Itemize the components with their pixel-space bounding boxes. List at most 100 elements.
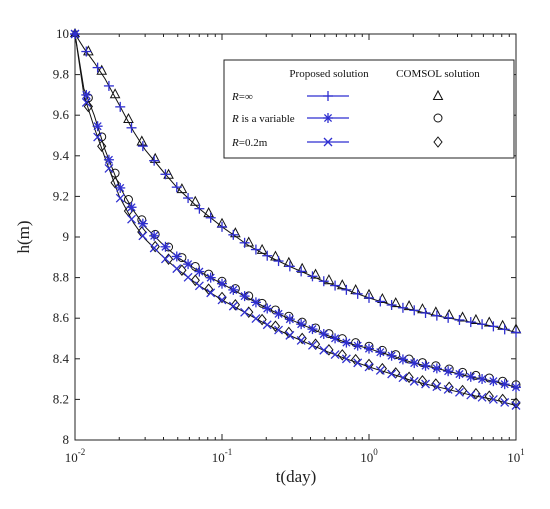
proposed-marker: [126, 122, 137, 133]
proposed-marker: [341, 284, 352, 295]
x-tick-label: 100: [360, 447, 378, 465]
proposed-marker: [364, 292, 374, 303]
proposed-marker: [318, 329, 329, 340]
proposed-marker: [443, 312, 454, 323]
proposed-marker: [137, 141, 148, 152]
curves: [74, 33, 517, 406]
proposed-marker: [239, 237, 250, 248]
proposed-marker: [352, 340, 363, 351]
proposed-marker: [387, 369, 397, 379]
y-tick-label: 9.4: [53, 148, 70, 163]
proposed-marker: [115, 101, 126, 112]
proposed-marker: [103, 80, 114, 91]
proposed-marker: [217, 278, 227, 289]
proposed-marker: [127, 214, 136, 224]
legend-label: R=∞: [231, 91, 253, 103]
y-tick-label: 10: [56, 26, 69, 41]
comsol-marker: [432, 89, 444, 100]
comsol-marker: [230, 299, 241, 311]
proposed-marker: [454, 314, 465, 325]
proposed-marker: [420, 360, 431, 371]
comsol-marker: [270, 320, 281, 332]
comsol-marker: [351, 338, 361, 348]
proposed-marker: [465, 371, 476, 382]
proposed-marker: [511, 327, 521, 338]
proposed-marker: [217, 295, 227, 305]
comsol-marker: [404, 371, 414, 384]
proposed-marker: [228, 229, 239, 240]
proposed-marker: [420, 307, 431, 318]
proposed-marker: [386, 299, 397, 310]
proposed-marker: [307, 271, 318, 282]
proposed-marker: [341, 354, 351, 364]
legend-header-proposed: Proposed solution: [289, 68, 369, 80]
comsol-marker: [433, 113, 443, 123]
comsol-marker: [110, 176, 120, 189]
proposed-marker: [323, 91, 333, 101]
proposed-marker: [477, 392, 487, 402]
comsol-marker: [176, 183, 188, 194]
proposed-marker: [81, 89, 92, 100]
legend-label: R=0.2m: [231, 137, 268, 149]
proposed-marker: [160, 241, 171, 252]
proposed-marker: [171, 182, 182, 193]
proposed-markers: [70, 29, 521, 410]
proposed-marker: [488, 376, 499, 387]
proposed-marker: [172, 264, 182, 274]
comsol-marker: [511, 397, 521, 409]
comsol-marker: [336, 279, 348, 290]
proposed-marker: [431, 363, 442, 374]
y-tick-label: 9.6: [53, 107, 70, 122]
proposed-marker: [323, 137, 333, 147]
proposed-marker: [205, 272, 216, 283]
proposed-marker: [477, 319, 488, 330]
proposed-marker: [250, 297, 261, 308]
proposed-marker: [296, 319, 307, 330]
proposed-marker: [307, 324, 318, 335]
proposed-marker: [273, 256, 284, 267]
proposed-marker: [375, 366, 385, 375]
proposed-marker: [171, 251, 182, 262]
proposed-marker: [375, 347, 386, 358]
comsol-marker: [97, 140, 107, 152]
proposed-marker: [81, 98, 91, 107]
proposed-marker: [194, 281, 204, 291]
comsol-marker: [484, 390, 494, 403]
proposed-marker: [92, 121, 103, 132]
comsol-marker: [433, 136, 443, 148]
proposed-marker: [183, 259, 194, 270]
proposed-marker: [488, 394, 498, 404]
comsol-marker: [390, 297, 402, 308]
proposed-marker: [319, 345, 329, 355]
proposed-marker: [126, 202, 137, 213]
proposed-marker: [308, 340, 317, 350]
comsol-marker: [136, 135, 148, 146]
y-tick-label: 8.2: [53, 391, 69, 406]
proposed-marker: [161, 254, 170, 264]
proposed-marker: [466, 390, 476, 400]
proposed-marker: [318, 276, 329, 287]
comsol-marker: [189, 195, 201, 206]
legend-label: R is a variable: [231, 113, 295, 125]
proposed-marker: [397, 354, 408, 365]
proposed-marker: [397, 302, 408, 313]
proposed-marker: [454, 369, 465, 380]
proposed-marker: [183, 193, 194, 204]
comsol-marker: [323, 274, 335, 285]
proposed-marker: [341, 337, 352, 348]
proposed-marker: [465, 317, 476, 328]
proposed-marker: [160, 169, 171, 180]
comsol-marker: [123, 112, 134, 124]
proposed-marker: [239, 291, 250, 302]
proposed-marker: [499, 324, 510, 335]
comsol-marker: [177, 264, 187, 276]
proposed-marker: [330, 350, 340, 360]
comsol-marker: [403, 300, 415, 311]
comsol-marker: [310, 268, 321, 279]
y-tick-label: 8.6: [53, 310, 70, 325]
proposed-marker: [149, 230, 160, 241]
comsol-marker: [498, 376, 508, 386]
proposed-marker: [352, 288, 363, 299]
proposed-marker: [194, 203, 205, 214]
